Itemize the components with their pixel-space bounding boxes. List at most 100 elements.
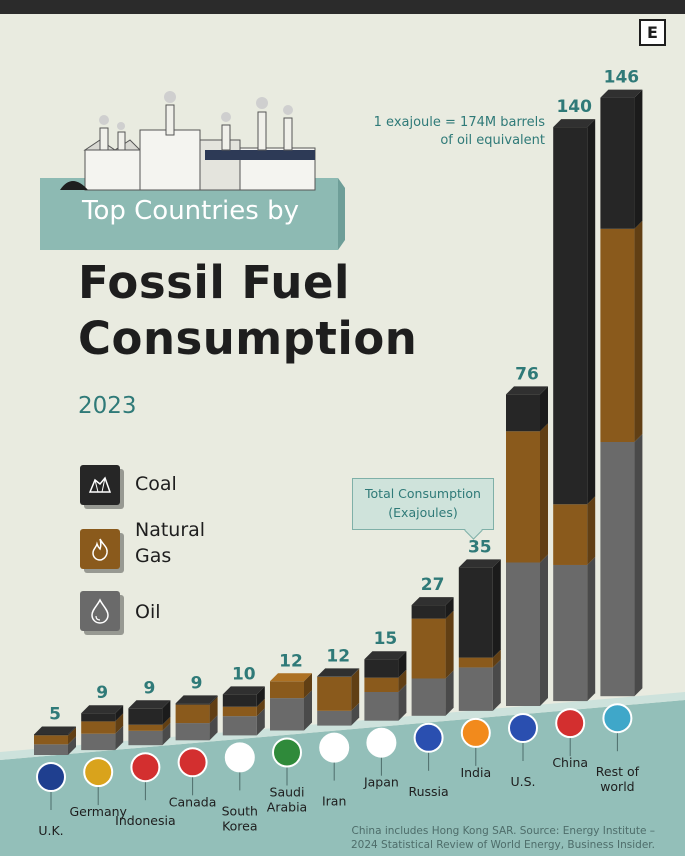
bar-value-indonesia: 9 bbox=[143, 678, 155, 698]
russia-flag-icon bbox=[413, 722, 444, 753]
bar-segment-oil-japan bbox=[364, 692, 399, 721]
bar-top-south-korea bbox=[222, 686, 265, 695]
bar-segment-natural-gas-indonesia bbox=[128, 724, 163, 731]
bar-side-natural-gas-japan bbox=[398, 669, 407, 692]
bar-top-iran bbox=[317, 668, 360, 677]
unit-note: 1 exajoule = 174M barrels of oil equival… bbox=[374, 114, 545, 150]
bar-top-u-s bbox=[506, 386, 548, 395]
bar-side-oil-u-k bbox=[68, 736, 76, 755]
bar-value-rest-of-world: 146 bbox=[604, 68, 640, 88]
country-label-china: China bbox=[552, 755, 588, 770]
bar-segment-coal-u-s bbox=[506, 394, 540, 432]
bar-side-natural-gas-saudi-arabia bbox=[304, 673, 312, 699]
country-label-canada: Canada bbox=[169, 794, 217, 809]
legend-swatch-oil bbox=[80, 591, 120, 631]
bar-side-natural-gas-u-k bbox=[68, 727, 76, 745]
bar-side-natural-gas-rest-of-world bbox=[634, 220, 643, 442]
source-line2: 2024 Statistical Review of World Energy,… bbox=[351, 839, 655, 851]
bar-value-germany: 9 bbox=[96, 683, 108, 703]
unit-note-line2: of oil equivalent bbox=[440, 133, 545, 148]
chart-title-line1: Fossil Fuel bbox=[78, 256, 350, 309]
bar-side-oil-south-korea bbox=[256, 708, 265, 736]
bar-south-korea bbox=[222, 686, 265, 736]
bar-segment-natural-gas-u-k bbox=[34, 735, 68, 745]
bar-top-indonesia bbox=[128, 700, 171, 709]
bar-side-coal-germany bbox=[115, 705, 124, 722]
bar-segment-oil-u-k bbox=[34, 744, 68, 755]
coal-icon bbox=[88, 476, 112, 493]
bar-side-oil-russia bbox=[445, 670, 454, 716]
bar-segment-coal-russia bbox=[411, 605, 446, 619]
bar-value-china: 140 bbox=[556, 97, 592, 117]
bar-india bbox=[458, 559, 501, 711]
bar-segment-oil-india bbox=[458, 667, 493, 711]
bar-top-japan bbox=[364, 651, 407, 660]
chart-subtitle: Top Countries by bbox=[82, 196, 299, 226]
bar-segment-oil-canada bbox=[175, 723, 210, 741]
bar-side-natural-gas-u-s bbox=[540, 423, 548, 563]
bar-saudi-arabia bbox=[270, 673, 312, 731]
bar-side-natural-gas-iran bbox=[351, 668, 360, 711]
country-label-saudi-arabia-line1: Saudi bbox=[270, 785, 305, 800]
bar-side-coal-u-s bbox=[540, 386, 548, 432]
bar-top-india bbox=[458, 559, 501, 568]
bar-rest-of-world bbox=[600, 89, 643, 697]
bar-segment-natural-gas-japan bbox=[364, 677, 399, 692]
legend-swatch-coal bbox=[80, 465, 120, 505]
bar-segment-oil-saudi-arabia bbox=[270, 698, 304, 731]
unit-note-line1: 1 exajoule = 174M barrels bbox=[373, 115, 545, 130]
south-korea-flag-icon bbox=[224, 742, 255, 773]
bar-value-south-korea: 10 bbox=[232, 664, 256, 684]
bar-side-coal-canada bbox=[209, 695, 218, 705]
bar-top-rest-of-world bbox=[600, 89, 643, 98]
bar-segment-coal-india bbox=[458, 567, 493, 658]
oil-drop-icon bbox=[91, 598, 109, 624]
bar-side-oil-u-s bbox=[540, 554, 548, 706]
japan-flag-icon bbox=[366, 727, 397, 758]
bar-segment-oil-germany bbox=[81, 733, 116, 751]
legend-swatch-gas bbox=[80, 529, 120, 569]
bar-side-oil-india bbox=[492, 659, 501, 711]
bar-value-canada: 9 bbox=[191, 673, 203, 693]
bar-side-oil-germany bbox=[115, 725, 124, 751]
bar-segment-coal-south-korea bbox=[222, 694, 257, 707]
callout-line2: (Exajoules) bbox=[388, 505, 458, 520]
bar-segment-natural-gas-russia bbox=[411, 618, 446, 679]
chart-floor-edge bbox=[0, 692, 685, 760]
country-label-india: India bbox=[460, 765, 491, 780]
bar-value-u-s: 76 bbox=[515, 364, 539, 384]
germany-flag-icon bbox=[83, 757, 114, 788]
bar-segment-natural-gas-u-s bbox=[506, 431, 540, 563]
us-flag-icon bbox=[508, 713, 538, 743]
country-label-u-s: U.S. bbox=[510, 774, 535, 789]
callout-line1: Total Consumption bbox=[365, 486, 481, 501]
bar-side-natural-gas-russia bbox=[445, 610, 454, 679]
bar-u-k bbox=[34, 726, 76, 755]
bar-segment-coal-canada bbox=[175, 703, 210, 705]
bar-segment-natural-gas-rest-of-world bbox=[600, 228, 635, 442]
bar-segment-coal-japan bbox=[364, 659, 399, 678]
bar-top-china bbox=[553, 119, 596, 128]
bar-side-coal-india bbox=[492, 559, 501, 658]
country-label-russia: Russia bbox=[408, 784, 448, 799]
bar-side-oil-china bbox=[587, 556, 596, 702]
bar-russia bbox=[411, 597, 454, 716]
bar-side-natural-gas-germany bbox=[115, 713, 124, 734]
bar-value-saudi-arabia: 12 bbox=[279, 651, 303, 671]
bar-top-russia bbox=[411, 597, 454, 606]
bar-side-coal-south-korea bbox=[256, 686, 265, 707]
bar-side-oil-rest-of-world bbox=[634, 434, 643, 697]
bar-side-natural-gas-south-korea bbox=[256, 698, 265, 717]
bar-u-s bbox=[506, 386, 548, 706]
saudi-arabia-flag-icon bbox=[272, 737, 302, 768]
bar-value-india: 35 bbox=[468, 537, 492, 557]
bar-value-u-k: 5 bbox=[49, 705, 61, 725]
bar-side-coal-u-k bbox=[68, 726, 76, 736]
bar-top-saudi-arabia bbox=[270, 673, 312, 682]
country-label-south-korea-line2: Korea bbox=[222, 818, 257, 833]
globe-icon bbox=[602, 703, 633, 734]
chart-year: 2023 bbox=[78, 393, 137, 419]
bar-segment-natural-gas-india bbox=[458, 657, 493, 668]
bar-side-coal-russia bbox=[445, 597, 454, 619]
